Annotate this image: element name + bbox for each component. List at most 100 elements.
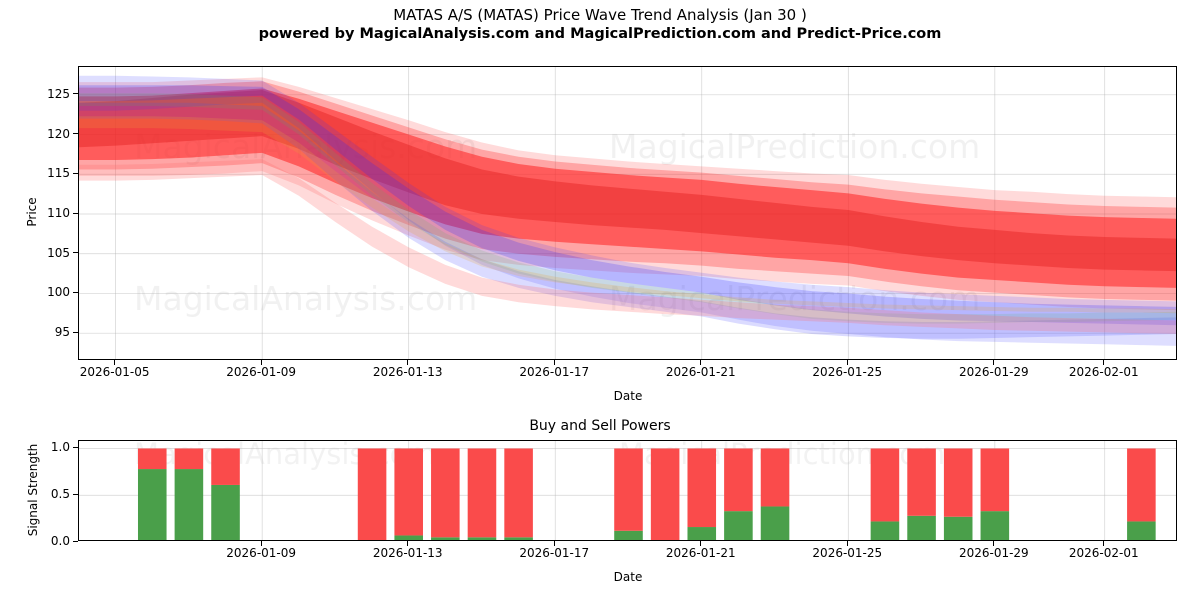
title-block: MATAS A/S (MATAS) Price Wave Trend Analy… (0, 6, 1200, 44)
buy-power-bar (211, 484, 240, 540)
powers-x-tickmark (993, 541, 995, 546)
buy-power-bar (431, 537, 460, 540)
sell-power-bar (357, 448, 387, 540)
buy-power-bar (467, 537, 497, 540)
powers-y-axis-label: Signal Strength (26, 443, 40, 537)
powers-x-tickmark (407, 541, 409, 546)
price-x-tickmark (993, 360, 995, 365)
price-x-tick-label: 2026-01-17 (519, 365, 590, 379)
price-y-axis-label: Price (25, 197, 39, 227)
buy-power-bar (394, 535, 423, 540)
sell-power-bar (467, 448, 497, 538)
powers-y-tickmark (73, 540, 78, 542)
sell-power-bar (687, 448, 717, 528)
page-subtitle: powered by MagicalAnalysis.com and Magic… (258, 26, 942, 42)
buy-power-bar (137, 469, 167, 540)
powers-x-tick-label: 2026-01-09 (226, 546, 297, 560)
powers-y-tickmark (73, 446, 78, 448)
sell-power-bar (394, 448, 423, 536)
sell-power-bar (174, 448, 204, 470)
price-y-tick-label: 105 (47, 245, 70, 260)
buy-sell-powers-svg (79, 441, 1176, 540)
buy-power-bar (943, 516, 973, 540)
powers-x-tickmark (846, 541, 848, 546)
price-y-tickmark (73, 252, 78, 254)
price-x-tick-label: 2026-01-21 (665, 365, 736, 379)
buy-power-bar (760, 506, 790, 540)
price-x-tickmark (553, 360, 555, 365)
price-y-tickmark (73, 212, 78, 214)
sell-power-bar (907, 448, 936, 516)
page-title: MATAS A/S (MATAS) Price Wave Trend Analy… (393, 6, 807, 24)
price-x-tick-label: 2026-01-29 (958, 365, 1029, 379)
powers-x-tick-label: 2026-02-01 (1068, 546, 1139, 560)
powers-x-tick-label: 2026-01-21 (665, 546, 736, 560)
price-y-tick-label: 110 (47, 206, 70, 220)
price-x-axis-label: Date (613, 389, 643, 403)
price-x-tick-label: 2026-01-05 (79, 365, 150, 379)
buy-power-bar (1127, 521, 1156, 540)
price-x-tickmark (1103, 360, 1105, 365)
buy-power-bar (980, 511, 1010, 540)
price-x-tickmark (114, 360, 116, 365)
price-y-tickmark (73, 291, 78, 293)
powers-x-tick-label: 2026-01-17 (519, 546, 590, 560)
price-y-tick-label: 95 (54, 325, 70, 340)
sell-power-bar (760, 448, 790, 507)
powers-x-tickmark (700, 541, 702, 546)
price-y-tickmark (73, 93, 78, 95)
sell-power-bar (1127, 448, 1156, 522)
sell-power-bar (137, 448, 167, 470)
buy-power-bar (907, 515, 936, 540)
buy-power-bar (687, 527, 717, 540)
powers-x-tickmark (260, 541, 262, 546)
price-y-tick-label: 120 (47, 126, 70, 141)
powers-y-tick-label: 1.0 (50, 440, 70, 455)
price-y-tick-label: 125 (47, 86, 70, 101)
sell-power-bar (211, 448, 240, 485)
price-band-blue-band-outer (79, 75, 1176, 346)
price-x-tickmark (700, 360, 702, 365)
sell-power-bar (431, 448, 460, 538)
sell-power-bar (724, 448, 753, 512)
price-band-red-band-4-dark (79, 90, 1176, 272)
price-band-blue-band-inner (79, 85, 1176, 326)
sell-power-bar (614, 448, 643, 531)
powers-y-tickmark (73, 493, 78, 495)
buy-sell-powers-panel: MagicalAnalysis.com MagicalPrediction.co… (78, 440, 1177, 541)
price-y-tickmark (73, 331, 78, 333)
buy-power-bar (870, 521, 900, 540)
buy-power-bar (174, 469, 204, 540)
price-wave-chart-panel: MagicalAnalysis.com MagicalPrediction.co… (78, 66, 1177, 360)
price-x-tickmark (407, 360, 409, 365)
powers-x-axis-label: Date (613, 570, 643, 584)
sell-power-bar (943, 448, 973, 517)
price-band-red-band-3-core (79, 88, 1176, 288)
buy-power-bar (614, 530, 643, 540)
powers-x-tickmark (1103, 541, 1105, 546)
buy-power-bar (504, 537, 533, 540)
price-x-tickmark (846, 360, 848, 365)
price-band-pink-band-lower (79, 159, 1176, 334)
sell-power-bar (870, 448, 900, 522)
price-x-tick-label: 2026-01-25 (812, 365, 883, 379)
price-wave-svg (79, 67, 1176, 359)
powers-y-tick-label: 0.5 (50, 487, 70, 502)
powers-x-tick-label: 2026-01-13 (372, 546, 443, 560)
sell-power-bar (980, 448, 1010, 512)
price-y-tickmark (73, 172, 78, 174)
powers-y-tick-label: 0.0 (50, 534, 70, 548)
price-y-tick-label: 100 (47, 285, 70, 300)
price-x-tick-label: 2026-02-01 (1068, 365, 1139, 379)
powers-x-tickmark (553, 541, 555, 546)
powers-title: Buy and Sell Powers (529, 418, 671, 434)
powers-x-tick-label: 2026-01-29 (958, 546, 1029, 560)
buy-power-bar (724, 511, 753, 540)
price-x-tickmark (260, 360, 262, 365)
price-x-tick-label: 2026-01-13 (372, 365, 443, 379)
price-x-tick-label: 2026-01-09 (226, 365, 297, 379)
powers-title-block: Buy and Sell Powers (0, 417, 1200, 435)
price-y-tickmark (73, 133, 78, 135)
sell-power-bar (504, 448, 533, 538)
